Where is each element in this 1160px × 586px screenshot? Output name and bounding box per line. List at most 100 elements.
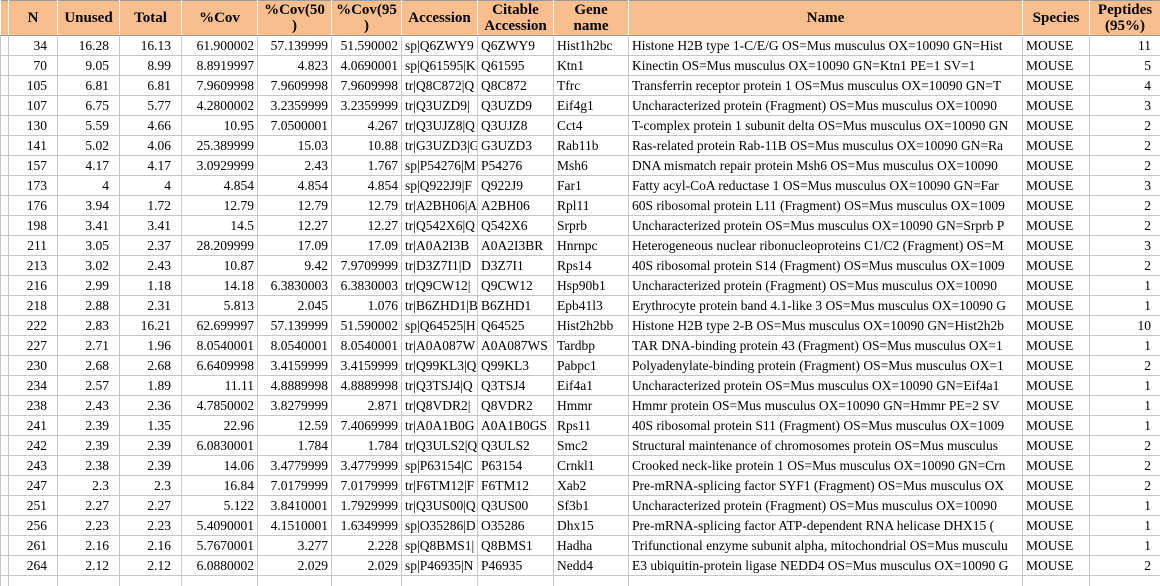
cell-cov[interactable]: 5.4090001: [182, 516, 258, 536]
cell-cov-50[interactable]: 57.139999: [258, 316, 332, 336]
cell-total[interactable]: 2.23: [120, 516, 182, 536]
cell-unused[interactable]: 2.39: [58, 416, 120, 436]
cell-unused[interactable]: 2.71: [58, 336, 120, 356]
cell-citable-accession[interactable]: Q922J9: [478, 176, 554, 196]
cell-gene-name[interactable]: Eif4a1: [554, 376, 629, 396]
cell-gene-name[interactable]: Crnkl1: [554, 456, 629, 476]
cell-peptides-95[interactable]: 1: [1090, 296, 1160, 316]
cell-total[interactable]: 2.3: [120, 476, 182, 496]
cell-unused[interactable]: 5.02: [58, 136, 120, 156]
cell-spacer[interactable]: [1, 56, 9, 76]
cell-name[interactable]: Uncharacterized protein (Fragment) OS=Mu…: [629, 276, 1023, 296]
cell-unused[interactable]: 3.94: [58, 196, 120, 216]
cell-unused[interactable]: 3.05: [58, 236, 120, 256]
cell-citable-accession[interactable]: Q64525: [478, 316, 554, 336]
cell-cov-50[interactable]: 4.854: [258, 176, 332, 196]
cell-n[interactable]: 141: [9, 136, 58, 156]
cell-spacer[interactable]: [1, 116, 9, 136]
cell-citable-accession[interactable]: Q99KL3: [478, 356, 554, 376]
cell-gene-name[interactable]: Hmmr: [554, 396, 629, 416]
cell-peptides-95[interactable]: 2: [1090, 116, 1160, 136]
cell-name[interactable]: Uncharacterized protein (Fragment) OS=Mu…: [629, 96, 1023, 116]
cell-unused[interactable]: 2.88: [58, 296, 120, 316]
cell-citable-accession[interactable]: F6TM12: [478, 476, 554, 496]
cell-unused[interactable]: 2.68: [58, 356, 120, 376]
cell-cov-50[interactable]: 12.79: [258, 196, 332, 216]
cell-empty[interactable]: [332, 576, 402, 586]
cell-cov-50[interactable]: 4.823: [258, 56, 332, 76]
cell-n[interactable]: 211: [9, 236, 58, 256]
cell-gene-name[interactable]: Msh6: [554, 156, 629, 176]
cell-spacer[interactable]: [1, 256, 9, 276]
cell-gene-name[interactable]: Hadha: [554, 536, 629, 556]
cell-spacer[interactable]: [1, 416, 9, 436]
cell-accession[interactable]: tr|D3Z7I1|D: [402, 256, 478, 276]
cell-cov-50[interactable]: 3.277: [258, 536, 332, 556]
cell-species[interactable]: MOUSE: [1023, 116, 1090, 136]
cell-total[interactable]: 4.06: [120, 136, 182, 156]
cell-cov[interactable]: 5.813: [182, 296, 258, 316]
cell-peptides-95[interactable]: 1: [1090, 416, 1160, 436]
cell-total[interactable]: 2.39: [120, 456, 182, 476]
cell-species[interactable]: MOUSE: [1023, 196, 1090, 216]
cell-accession[interactable]: tr|Q3ULS2|Q: [402, 436, 478, 456]
cell-name[interactable]: Transferrin receptor protein 1 OS=Mus mu…: [629, 76, 1023, 96]
cell-unused[interactable]: 2.16: [58, 536, 120, 556]
cell-peptides-95[interactable]: 2: [1090, 356, 1160, 376]
cell-accession[interactable]: tr|Q3UZD9|: [402, 96, 478, 116]
cell-empty[interactable]: [629, 576, 1023, 586]
cell-accession[interactable]: tr|Q8VDR2|: [402, 396, 478, 416]
cell-cov[interactable]: 28.209999: [182, 236, 258, 256]
cell-unused[interactable]: 6.81: [58, 76, 120, 96]
cell-total[interactable]: 2.68: [120, 356, 182, 376]
cell-citable-accession[interactable]: Q61595: [478, 56, 554, 76]
cell-accession[interactable]: tr|Q9CW12|: [402, 276, 478, 296]
cell-name[interactable]: 60S ribosomal protein L11 (Fragment) OS=…: [629, 196, 1023, 216]
cell-n[interactable]: 242: [9, 436, 58, 456]
cell-empty[interactable]: [9, 576, 58, 586]
cell-total[interactable]: 3.41: [120, 216, 182, 236]
cell-citable-accession[interactable]: A0A087WS: [478, 336, 554, 356]
cell-species[interactable]: MOUSE: [1023, 516, 1090, 536]
cell-n[interactable]: 251: [9, 496, 58, 516]
cell-species[interactable]: MOUSE: [1023, 36, 1090, 56]
column-header-n[interactable]: N: [9, 1, 58, 36]
cell-cov[interactable]: 6.6409998: [182, 356, 258, 376]
cell-cov[interactable]: 25.389999: [182, 136, 258, 156]
cell-name[interactable]: Uncharacterized protein (Fragment) OS=Mu…: [629, 496, 1023, 516]
cell-gene-name[interactable]: Smc2: [554, 436, 629, 456]
cell-name[interactable]: Pre-mRNA-splicing factor SYF1 (Fragment)…: [629, 476, 1023, 496]
cell-cov[interactable]: 16.84: [182, 476, 258, 496]
cell-citable-accession[interactable]: P63154: [478, 456, 554, 476]
cell-species[interactable]: MOUSE: [1023, 416, 1090, 436]
cell-spacer[interactable]: [1, 356, 9, 376]
cell-n[interactable]: 105: [9, 76, 58, 96]
cell-accession[interactable]: tr|A0A1B0G: [402, 416, 478, 436]
cell-peptides-95[interactable]: 11: [1090, 36, 1160, 56]
cell-citable-accession[interactable]: Q8VDR2: [478, 396, 554, 416]
column-header-gene-name[interactable]: Gene name: [554, 1, 629, 36]
cell-gene-name[interactable]: Cct4: [554, 116, 629, 136]
cell-name[interactable]: E3 ubiquitin-protein ligase NEDD4 OS=Mus…: [629, 556, 1023, 576]
cell-cov-95[interactable]: 1.767: [332, 156, 402, 176]
cell-peptides-95[interactable]: 2: [1090, 136, 1160, 156]
cell-accession[interactable]: tr|Q3UJZ8|Q: [402, 116, 478, 136]
cell-cov-95[interactable]: 1.6349999: [332, 516, 402, 536]
cell-peptides-95[interactable]: 4: [1090, 76, 1160, 96]
cell-name[interactable]: Histone H2B type 1-C/E/G OS=Mus musculus…: [629, 36, 1023, 56]
cell-accession[interactable]: sp|P63154|C: [402, 456, 478, 476]
cell-n[interactable]: 256: [9, 516, 58, 536]
cell-unused[interactable]: 3.41: [58, 216, 120, 236]
cell-species[interactable]: MOUSE: [1023, 136, 1090, 156]
cell-unused[interactable]: 2.38: [58, 456, 120, 476]
cell-spacer[interactable]: [1, 176, 9, 196]
cell-gene-name[interactable]: Rps11: [554, 416, 629, 436]
cell-name[interactable]: T-complex protein 1 subunit delta OS=Mus…: [629, 116, 1023, 136]
cell-peptides-95[interactable]: 2: [1090, 156, 1160, 176]
cell-peptides-95[interactable]: 3: [1090, 96, 1160, 116]
cell-citable-accession[interactable]: Q6ZWY9: [478, 36, 554, 56]
cell-gene-name[interactable]: Tfrc: [554, 76, 629, 96]
cell-gene-name[interactable]: Epb41l3: [554, 296, 629, 316]
cell-citable-accession[interactable]: Q3US00: [478, 496, 554, 516]
cell-cov-50[interactable]: 3.2359999: [258, 96, 332, 116]
